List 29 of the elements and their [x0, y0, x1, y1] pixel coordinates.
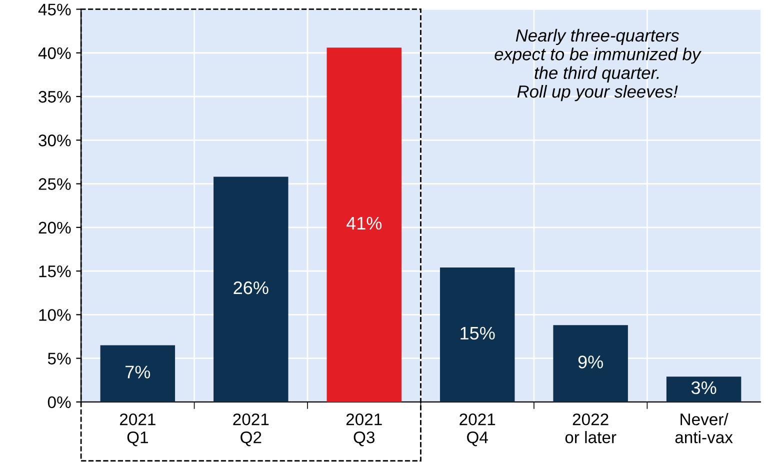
data-label: 41% — [346, 216, 382, 230]
x-tick-label: 2021 Q1 — [120, 413, 156, 446]
x-tick-label: 2022 or later — [565, 413, 616, 444]
annotation: Nearly three-quarters expect to be immunized by the third quarter. Roll up your sleeves! — [494, 28, 702, 102]
y-tick-label: 10% — [39, 309, 71, 321]
bar — [326, 48, 402, 402]
y-tick-label: 45% — [38, 4, 71, 16]
bar — [666, 376, 742, 402]
y-tick-label: 25% — [38, 178, 71, 190]
y-tick-label: 40% — [38, 47, 71, 60]
y-tick-label: 35% — [38, 90, 71, 103]
data-label: 9% — [578, 356, 603, 368]
bar — [100, 345, 176, 402]
x-tick-label: 2021 Q4 — [460, 413, 496, 446]
x-tick-label: 2021 Q2 — [233, 413, 269, 446]
data-label: 3% — [691, 381, 716, 394]
y-tick-label: 30% — [38, 134, 71, 146]
y-tick-label: 0% — [48, 396, 71, 408]
bar — [553, 325, 628, 402]
y-tick-label: 15% — [39, 266, 71, 278]
y-tick-label: 20% — [38, 222, 71, 234]
data-label: 7% — [126, 366, 150, 378]
data-label: 26% — [234, 281, 268, 294]
bar — [214, 176, 288, 402]
data-label: 15% — [460, 326, 495, 340]
x-tick-label: Never/ anti-vax — [675, 413, 733, 444]
bar — [440, 268, 515, 402]
y-tick-label: 5% — [48, 352, 71, 365]
x-tick-label: 2021 Q3 — [346, 413, 382, 446]
